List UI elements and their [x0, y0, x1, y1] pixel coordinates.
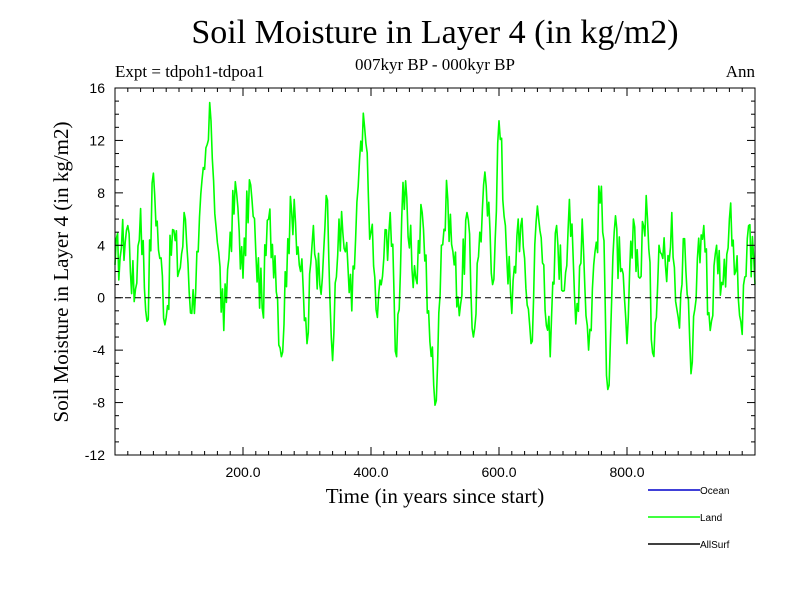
x-axis-title: Time (in years since start) [326, 484, 545, 508]
series-line-land [114, 101, 756, 406]
legend-label-allsurf: AllSurf [700, 540, 730, 551]
y-tick-label: 16 [89, 80, 105, 96]
labels-layer: -12 -8 -4 0 4 8 12 16 200.0 400.0 600.0 800.0 [85, 80, 645, 480]
y-tick-label: -4 [93, 342, 106, 358]
chart-title: Soil Moisture in Layer 4 (in kg/m2) [191, 14, 679, 51]
y-tick-label: 4 [97, 237, 105, 253]
y-tick-label: 8 [97, 185, 105, 201]
experiment-label: Expt = tdpoh1-tdpoa1 [115, 62, 265, 81]
legend-label-ocean: Ocean [700, 486, 729, 497]
legend-label-land: Land [700, 513, 722, 524]
chart-subtitle: 007kyr BP - 000kyr BP [355, 55, 515, 74]
y-axis-title: Soil Moisture in Layer 4 (in kg/m2) [49, 122, 73, 423]
y-tick-label: -12 [85, 447, 105, 463]
y-tick-label: -8 [93, 395, 106, 411]
x-tick-label: 800.0 [609, 464, 644, 480]
y-tick-label: 12 [89, 132, 105, 148]
legend: Ocean Land AllSurf [648, 486, 730, 551]
series-layer [114, 101, 756, 406]
ticks-layer [115, 87, 755, 456]
x-tick-label: 600.0 [481, 464, 516, 480]
y-tick-label: 0 [97, 290, 105, 306]
period-label: Ann [725, 62, 755, 81]
x-tick-label: 400.0 [353, 464, 388, 480]
x-tick-label: 200.0 [225, 464, 260, 480]
